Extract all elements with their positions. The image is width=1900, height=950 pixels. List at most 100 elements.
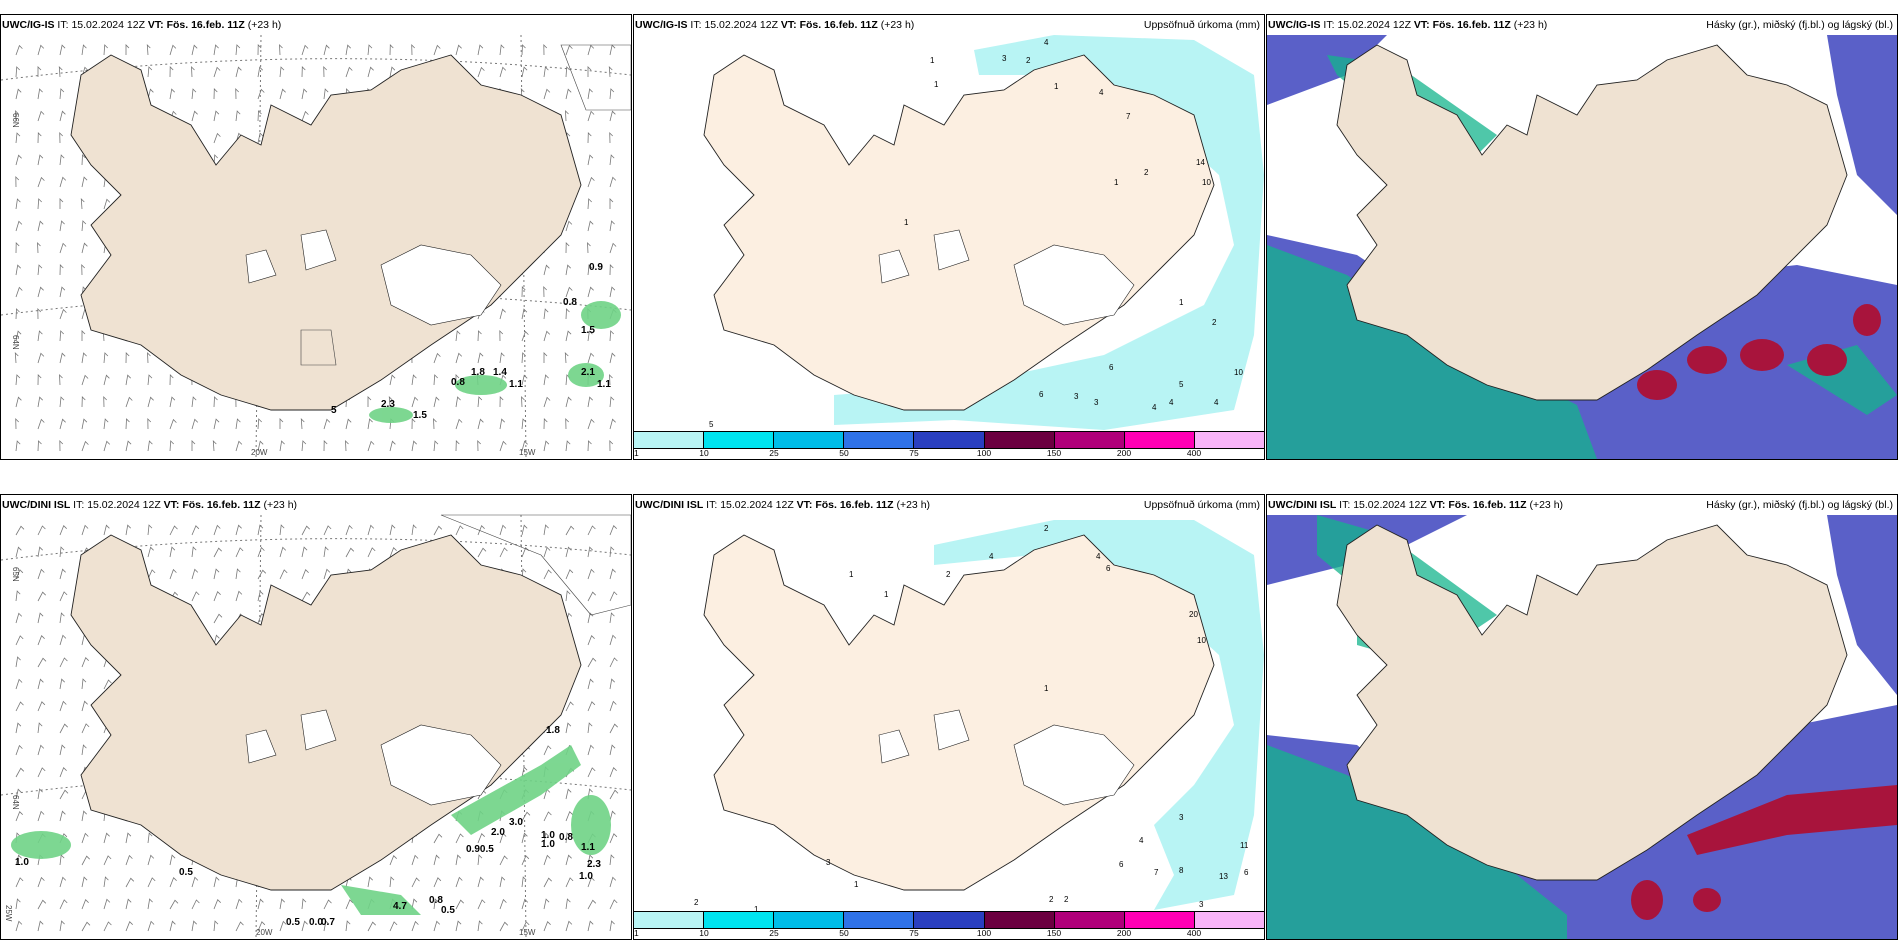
wind-barb bbox=[587, 44, 595, 56]
wind-barb bbox=[433, 440, 439, 452]
wind-barb bbox=[301, 591, 311, 602]
wind-barb bbox=[301, 898, 307, 910]
wind-barb bbox=[587, 854, 594, 866]
wind-barb bbox=[81, 810, 87, 822]
wind-barb bbox=[587, 546, 593, 558]
wind-barb bbox=[433, 854, 440, 866]
wind-barb bbox=[565, 788, 572, 800]
wind-barb bbox=[499, 308, 506, 320]
vt-time: Fös. 16.feb. 11Z bbox=[166, 19, 245, 31]
wind-barb bbox=[411, 877, 420, 888]
wind-barb bbox=[37, 568, 45, 580]
it-label: IT: bbox=[73, 499, 85, 511]
wind-barb bbox=[543, 877, 552, 888]
wind-barb bbox=[15, 44, 23, 56]
svg-text:1: 1 bbox=[754, 905, 759, 914]
wind-barb bbox=[455, 833, 464, 844]
wind-barb bbox=[169, 396, 176, 408]
wind-barb bbox=[367, 440, 375, 452]
it-time: 15.02.2024 12Z bbox=[87, 499, 161, 511]
colorbar-tick-label: 75 bbox=[909, 928, 919, 938]
wind-barb bbox=[169, 854, 176, 866]
wind-barb bbox=[433, 44, 441, 56]
svg-text:2: 2 bbox=[1144, 168, 1149, 177]
svg-text:7: 7 bbox=[1154, 868, 1159, 877]
lead-time: (+23 h) bbox=[880, 19, 915, 31]
wind-barb bbox=[609, 744, 616, 756]
wind-barb bbox=[323, 66, 327, 78]
svg-text:1: 1 bbox=[904, 218, 909, 227]
model-name: UWC/IG-IS bbox=[2, 19, 55, 31]
wind-barb bbox=[477, 44, 484, 56]
wind-barb bbox=[191, 546, 197, 558]
wind-barb bbox=[81, 744, 87, 756]
svg-text:0.8: 0.8 bbox=[451, 377, 465, 388]
wind-barb bbox=[59, 591, 68, 602]
svg-text:0.8: 0.8 bbox=[563, 297, 577, 308]
glacier-vatnajokull bbox=[380, 244, 502, 326]
wind-barb bbox=[15, 154, 22, 166]
wind-barb bbox=[411, 898, 418, 910]
wind-barb bbox=[15, 788, 22, 800]
wind-barb bbox=[477, 920, 483, 932]
wind-barb bbox=[59, 657, 68, 668]
svg-text:13: 13 bbox=[1219, 872, 1228, 881]
wind-barb bbox=[521, 921, 530, 932]
colorbar-tick-label: 10 bbox=[699, 928, 709, 938]
wind-barb bbox=[477, 440, 481, 452]
svg-text:0.7: 0.7 bbox=[321, 917, 335, 928]
cloud-map bbox=[1267, 15, 1897, 459]
wind-barb bbox=[587, 418, 595, 430]
wind-barb bbox=[191, 876, 199, 888]
it-label: IT: bbox=[690, 19, 702, 31]
wind-barb bbox=[499, 855, 508, 866]
wind-barb bbox=[257, 921, 266, 932]
iceland-land bbox=[1336, 44, 1848, 401]
svg-text:7: 7 bbox=[1126, 112, 1131, 121]
wind-barb bbox=[213, 66, 221, 78]
wind-barb bbox=[609, 789, 619, 800]
hatch-area bbox=[300, 44, 631, 366]
wind-barb bbox=[609, 88, 615, 100]
wind-barb bbox=[565, 418, 569, 430]
wind-barb bbox=[15, 744, 23, 756]
wind-barb bbox=[169, 899, 179, 910]
svg-text:5: 5 bbox=[1179, 380, 1184, 389]
wind-barb bbox=[169, 374, 174, 386]
wind-barb bbox=[235, 921, 244, 932]
vt-label: VT: bbox=[780, 19, 797, 31]
wind-barb bbox=[389, 854, 397, 866]
wind-barb bbox=[15, 66, 20, 78]
wind-barb bbox=[58, 65, 63, 78]
vt-label: VT: bbox=[796, 499, 813, 511]
wind-barb bbox=[499, 921, 509, 932]
wind-barb bbox=[191, 591, 200, 602]
svg-text:1: 1 bbox=[854, 880, 859, 889]
svg-text:1.4: 1.4 bbox=[493, 367, 507, 378]
svg-text:20: 20 bbox=[1189, 610, 1198, 619]
wind-barb bbox=[587, 568, 595, 580]
wind-barb bbox=[565, 396, 572, 408]
wind-barb bbox=[191, 418, 199, 430]
wind-barb bbox=[608, 65, 613, 78]
wind-barb bbox=[103, 524, 110, 536]
wind-barb bbox=[323, 88, 329, 100]
wind-barb bbox=[587, 330, 593, 342]
wind-barb bbox=[565, 701, 574, 712]
svg-text:4: 4 bbox=[989, 552, 994, 561]
wind-barb bbox=[103, 921, 112, 932]
wind-barb bbox=[565, 920, 573, 932]
svg-text:8: 8 bbox=[1179, 866, 1184, 875]
wind-barb bbox=[59, 418, 66, 430]
wind-barb bbox=[257, 524, 264, 536]
panel-header: UWC/IG-IS IT: 15.02.2024 12Z VT: Fös. 16… bbox=[1, 15, 631, 35]
colorbar-tick-label: 50 bbox=[839, 928, 849, 938]
wind-barb bbox=[345, 418, 352, 430]
precip-values: 1 3 4 2 1 1 4 7 14 10 2 1 1 2 1 6 4 5 6 … bbox=[709, 38, 1243, 429]
wind-barb bbox=[213, 110, 220, 122]
wind-barb bbox=[191, 440, 196, 451]
wind-barb bbox=[477, 854, 483, 866]
wind-barb bbox=[543, 920, 551, 932]
svg-text:2.3: 2.3 bbox=[587, 859, 601, 870]
wind-barb bbox=[301, 525, 310, 536]
